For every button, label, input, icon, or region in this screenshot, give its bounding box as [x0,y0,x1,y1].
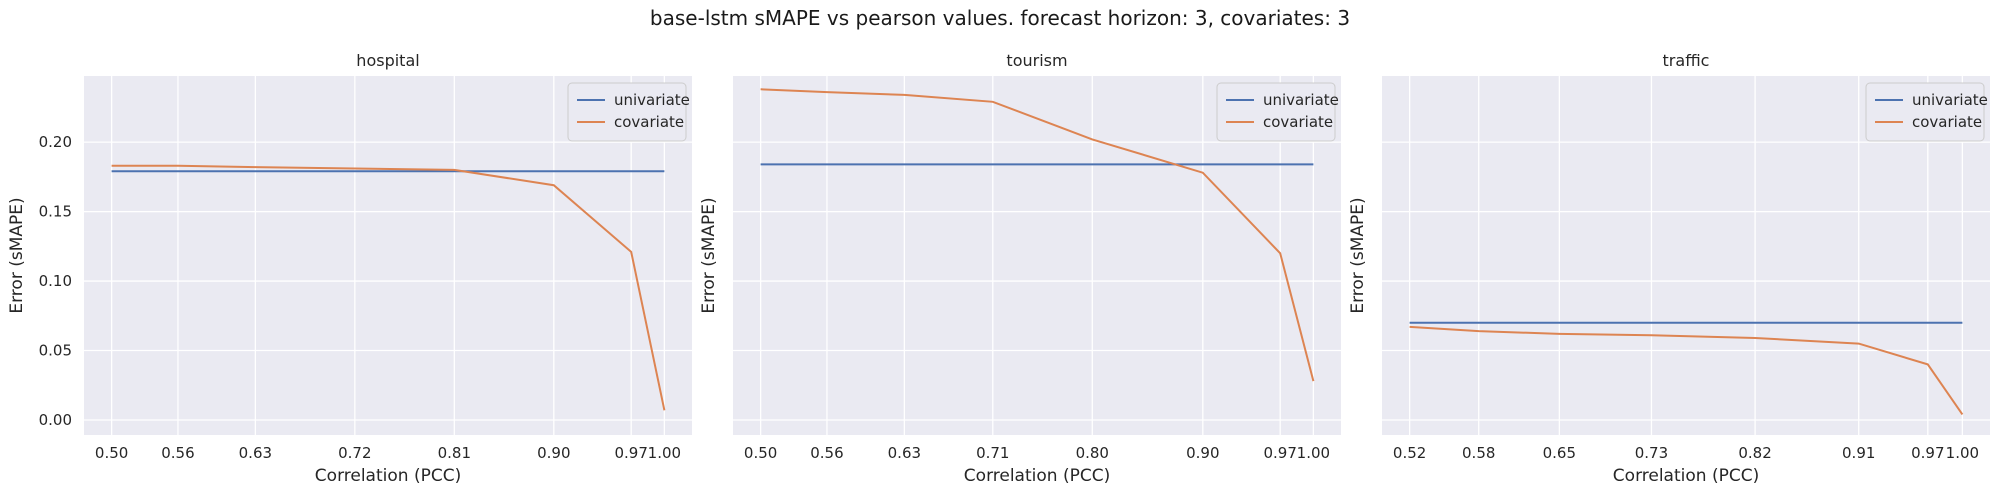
x-axis-label: Correlation (PCC) [315,466,461,486]
x-tick-label: 0.97 [1263,444,1296,462]
x-tick-label: 0.91 [1842,444,1875,462]
x-tick-label: 0.90 [537,444,570,462]
x-tick-label: 0.63 [239,444,272,462]
y-tick-label: 0.15 [39,203,72,221]
legend-box [1865,82,1985,142]
chart-panel-tourism: 0.50 0.56 0.63 0.71 0.80 0.90 0.97 1.00 tourism C… [699,51,1341,486]
legend-label-univariate: univariate [1263,91,1339,109]
chart-panel-hospital: 0.00 0.05 0.10 0.15 0.20 0.50 0.56 0.63 0.72 0.81… [7,51,692,486]
x-tick-label: 1.00 [1946,444,1979,462]
legend-box [567,82,687,142]
x-tick-label: 0.50 [95,444,128,462]
legend: univariate covariate [1865,82,1988,142]
panel-title: traffic [1663,51,1710,70]
x-tick-label: 0.56 [161,444,194,462]
x-axis-label: Correlation (PCC) [1613,466,1759,486]
x-axis-label: Correlation (PCC) [964,466,1110,486]
legend: univariate covariate [1216,82,1339,142]
x-tick-label: 1.00 [648,444,681,462]
figure-title: base-lstm sMAPE vs pearson values. forec… [649,6,1351,30]
x-tick-label: 0.97 [1911,444,1944,462]
y-axis-label: Error (sMAPE) [7,197,27,313]
y-axis-label: Error (sMAPE) [699,197,719,313]
x-tick-label: 0.58 [1462,444,1495,462]
legend-label-univariate: univariate [1912,91,1988,109]
x-tick-label: 0.73 [1635,444,1668,462]
panel-title: hospital [356,51,419,70]
legend-box [1216,82,1336,142]
x-tick-label: 0.81 [438,444,471,462]
legend-label-covariate: covariate [614,113,684,131]
y-tick-label: 0.20 [39,133,72,151]
x-tick-label: 0.97 [614,444,647,462]
y-tick-label: 0.00 [39,411,72,429]
y-tick-label: 0.05 [39,342,72,360]
series-line-covariate [1409,325,1964,415]
x-tick-label: 0.80 [1076,444,1109,462]
x-tick-label: 0.72 [338,444,371,462]
y-tick-label: 0.10 [39,272,72,290]
x-tick-label: 0.71 [976,444,1009,462]
legend-label-covariate: covariate [1263,113,1333,131]
x-tick-label: 0.50 [744,444,777,462]
x-tick-label: 0.63 [888,444,921,462]
y-axis-label: Error (sMAPE) [1348,197,1368,313]
legend-label-covariate: covariate [1912,113,1982,131]
panel-title: tourism [1006,51,1067,70]
x-tick-label: 0.52 [1393,444,1426,462]
x-tick-label: 1.00 [1297,444,1330,462]
chart-panel-traffic: 0.52 0.58 0.65 0.73 0.82 0.91 0.97 1.00 traffic C… [1348,51,1990,486]
series-line-covariate [760,88,1315,382]
x-tick-label: 0.56 [810,444,843,462]
x-tick-label: 0.65 [1543,444,1576,462]
legend-label-univariate: univariate [614,91,690,109]
legend: univariate covariate [567,82,690,142]
x-tick-label: 0.82 [1738,444,1771,462]
series-line-covariate [111,164,666,411]
x-tick-label: 0.90 [1186,444,1219,462]
